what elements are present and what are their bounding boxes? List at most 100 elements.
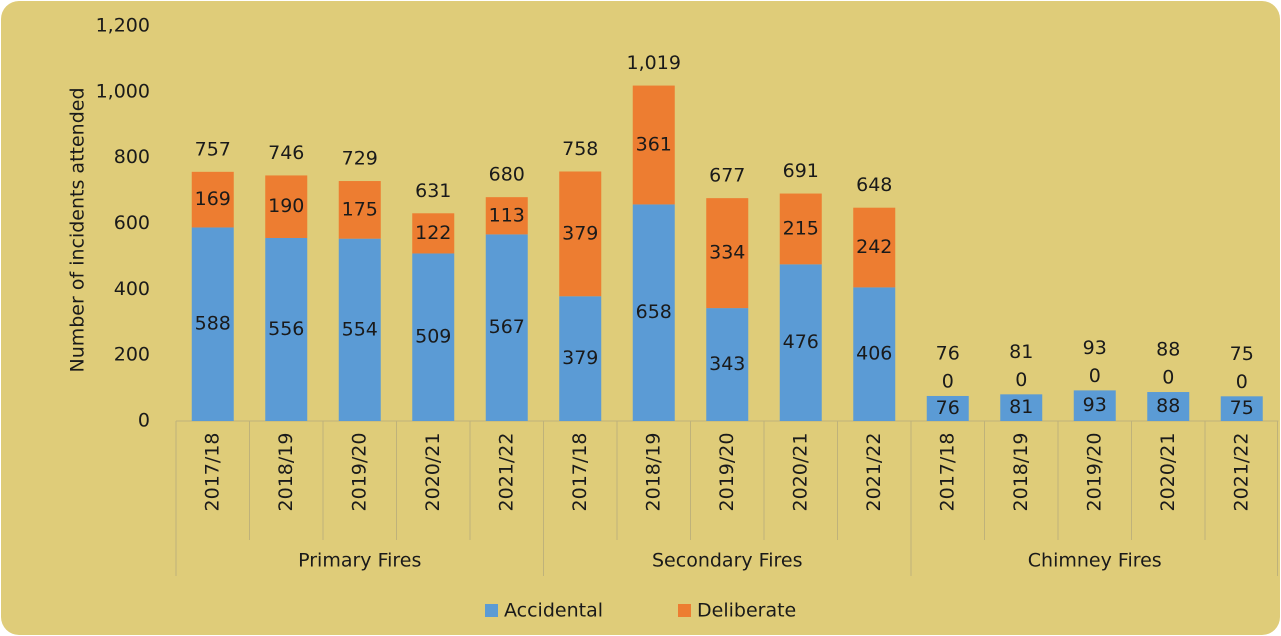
y-tick-label: 800 bbox=[114, 146, 150, 168]
legend-label: Accidental bbox=[504, 600, 603, 622]
total-label: 81 bbox=[1009, 341, 1033, 363]
data-label: 190 bbox=[268, 195, 304, 217]
x-tick-label: 2017/18 bbox=[569, 433, 591, 512]
data-label: 242 bbox=[856, 236, 892, 258]
y-axis-title: Number of incidents attended bbox=[67, 87, 89, 372]
x-tick-label: 2018/19 bbox=[275, 433, 297, 512]
total-label: 677 bbox=[709, 165, 745, 187]
data-label: 554 bbox=[342, 318, 378, 340]
bar-segment bbox=[1147, 392, 1190, 421]
bar-segment bbox=[191, 227, 234, 421]
group-label: Primary Fires bbox=[298, 550, 421, 572]
x-tick-label: 2020/21 bbox=[1157, 433, 1179, 512]
bar-segment bbox=[191, 171, 234, 228]
total-label: 758 bbox=[562, 138, 598, 160]
data-label: 75 bbox=[1230, 397, 1254, 419]
data-label: 361 bbox=[636, 133, 672, 155]
bar-segment bbox=[559, 296, 602, 421]
bar-segment bbox=[485, 197, 528, 235]
x-tick-label: 2020/21 bbox=[789, 433, 811, 512]
data-label: 556 bbox=[268, 318, 304, 340]
data-label: 509 bbox=[415, 326, 451, 348]
bar-segment bbox=[1220, 396, 1263, 421]
data-label: 588 bbox=[195, 313, 231, 335]
bar-segment bbox=[338, 181, 381, 239]
total-label: 76 bbox=[936, 342, 960, 364]
data-label: 113 bbox=[489, 204, 525, 226]
x-tick-label: 2019/20 bbox=[716, 433, 738, 512]
bar-segment bbox=[853, 287, 896, 421]
data-label: 406 bbox=[856, 343, 892, 365]
data-label: 0 bbox=[1015, 369, 1027, 391]
y-tick-label: 1,200 bbox=[96, 15, 150, 37]
data-label: 476 bbox=[783, 331, 819, 353]
total-label: 75 bbox=[1230, 343, 1254, 365]
bar-segment bbox=[265, 237, 308, 421]
bar-segment bbox=[926, 395, 969, 421]
data-label: 215 bbox=[783, 217, 819, 239]
bar-segment bbox=[853, 207, 896, 288]
bar-segment bbox=[412, 213, 455, 254]
bar-segment bbox=[265, 175, 308, 238]
data-label: 122 bbox=[415, 222, 451, 244]
total-label: 88 bbox=[1156, 339, 1180, 361]
data-label: 343 bbox=[709, 353, 745, 375]
data-label: 76 bbox=[936, 397, 960, 419]
group-label: Secondary Fires bbox=[652, 550, 802, 572]
bar-segment bbox=[1000, 394, 1043, 421]
y-tick-label: 0 bbox=[138, 410, 150, 432]
x-tick-label: 2021/22 bbox=[495, 433, 517, 512]
data-label: 0 bbox=[1089, 365, 1101, 387]
bar-segment bbox=[779, 264, 822, 421]
legend-swatch bbox=[678, 604, 691, 617]
bar-segment bbox=[1073, 390, 1116, 421]
data-label: 0 bbox=[942, 370, 954, 392]
y-tick-label: 200 bbox=[114, 344, 150, 366]
data-label: 379 bbox=[562, 347, 598, 369]
total-label: 93 bbox=[1083, 337, 1107, 359]
y-tick-label: 600 bbox=[114, 212, 150, 234]
data-label: 567 bbox=[489, 316, 525, 338]
group-label: Chimney Fires bbox=[1028, 550, 1162, 572]
legend-label: Deliberate bbox=[697, 600, 796, 622]
bar-segment bbox=[338, 238, 381, 421]
data-label: 0 bbox=[1236, 371, 1248, 393]
total-label: 729 bbox=[342, 148, 378, 170]
x-tick-label: 2017/18 bbox=[201, 433, 223, 512]
x-tick-label: 2017/18 bbox=[936, 433, 958, 512]
x-tick-label: 2019/20 bbox=[1083, 433, 1105, 512]
x-tick-label: 2018/19 bbox=[1010, 433, 1032, 512]
total-label: 631 bbox=[415, 180, 451, 202]
data-label: 169 bbox=[195, 188, 231, 210]
bar-segment bbox=[779, 193, 822, 265]
total-label: 680 bbox=[489, 164, 525, 186]
total-label: 691 bbox=[783, 160, 819, 182]
data-label: 81 bbox=[1009, 396, 1033, 418]
bar-segment bbox=[412, 253, 455, 421]
bar-segment bbox=[559, 171, 602, 297]
data-label: 379 bbox=[562, 222, 598, 244]
data-label: 0 bbox=[1162, 367, 1174, 389]
data-label: 175 bbox=[342, 198, 378, 220]
y-tick-label: 1,000 bbox=[96, 80, 150, 102]
data-label: 93 bbox=[1083, 394, 1107, 416]
bar-segment bbox=[632, 204, 675, 421]
total-label: 648 bbox=[856, 174, 892, 196]
bar-segment bbox=[632, 85, 675, 205]
x-tick-label: 2021/22 bbox=[1230, 433, 1252, 512]
total-label: 1,019 bbox=[627, 52, 681, 74]
data-label: 658 bbox=[636, 301, 672, 323]
bar-segment bbox=[706, 198, 749, 309]
bar-segment bbox=[485, 234, 528, 421]
data-label: 334 bbox=[709, 242, 745, 264]
total-label: 757 bbox=[195, 138, 231, 160]
x-tick-label: 2020/21 bbox=[422, 433, 444, 512]
x-tick-label: 2019/20 bbox=[348, 433, 370, 512]
data-label: 88 bbox=[1156, 395, 1180, 417]
legend-swatch bbox=[485, 604, 498, 617]
total-label: 746 bbox=[268, 142, 304, 164]
x-tick-label: 2018/19 bbox=[642, 433, 664, 512]
bar-segment bbox=[706, 308, 749, 421]
y-tick-label: 400 bbox=[114, 278, 150, 300]
